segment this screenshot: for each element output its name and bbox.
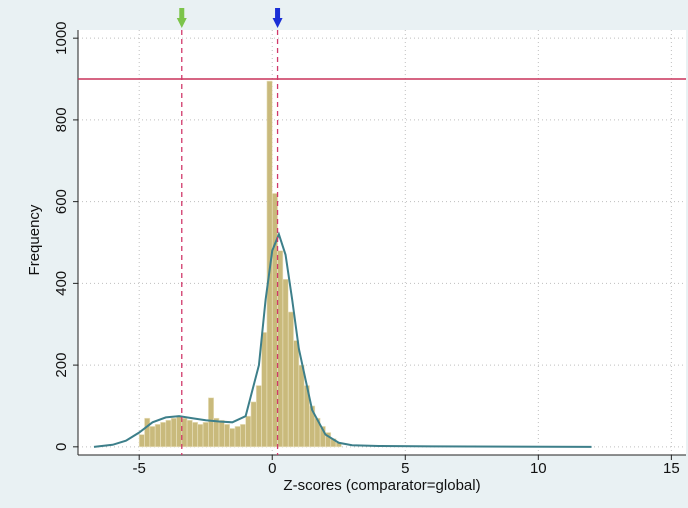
bar	[287, 311, 294, 448]
bar	[192, 422, 199, 448]
bar	[250, 401, 257, 448]
y-axis-label: Frequency	[26, 204, 43, 275]
bar	[186, 419, 193, 448]
marker-arrow	[272, 8, 283, 28]
bar	[144, 417, 151, 448]
plot-area	[78, 30, 686, 455]
bar	[138, 434, 145, 448]
x-tick-label: 5	[401, 460, 409, 477]
bar	[224, 424, 230, 448]
bar	[181, 417, 188, 448]
x-tick-label: 15	[663, 460, 680, 477]
bar	[176, 415, 183, 448]
bar	[271, 193, 278, 448]
bar	[149, 426, 156, 448]
density-line	[93, 231, 592, 448]
bar	[234, 426, 241, 448]
bar	[298, 364, 305, 448]
bar	[261, 332, 268, 448]
y-tick-label: 1000	[53, 21, 70, 54]
y-tick-label: 400	[53, 271, 70, 296]
bar	[240, 424, 246, 448]
bar	[218, 419, 225, 448]
bar	[170, 417, 177, 448]
bar	[202, 422, 209, 448]
bar	[229, 428, 236, 448]
bar	[160, 422, 167, 448]
marker-arrow	[176, 8, 187, 28]
bar	[197, 424, 204, 448]
bar	[165, 419, 172, 448]
bar	[213, 417, 220, 448]
y-tick-label: 800	[53, 107, 70, 132]
y-tick-label: 200	[53, 353, 70, 378]
x-tick-label: 10	[530, 460, 547, 477]
bar	[154, 424, 161, 448]
x-tick-label: -5	[133, 460, 146, 477]
x-axis-label: Z-scores (comparator=global)	[283, 477, 480, 494]
y-tick-label: 600	[53, 189, 70, 214]
y-tick-label: 0	[53, 443, 70, 451]
x-tick-label: 0	[268, 460, 276, 477]
bar	[208, 397, 215, 448]
bar	[255, 385, 262, 448]
bar	[245, 415, 252, 448]
bar	[277, 250, 284, 448]
bar	[282, 278, 289, 448]
bar	[293, 340, 300, 448]
